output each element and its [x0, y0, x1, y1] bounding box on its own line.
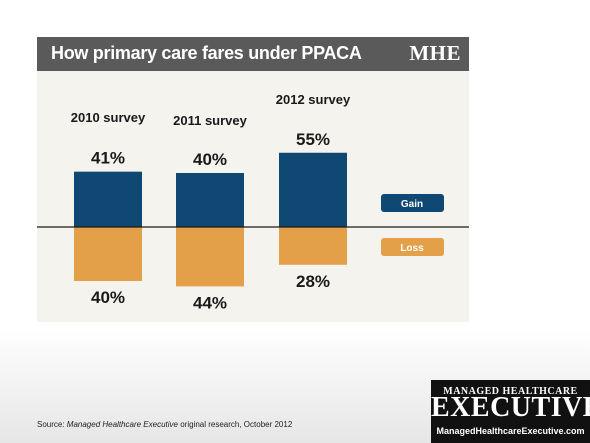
brand-logo: MHE — [409, 41, 461, 65]
gain-value-label: 55% — [296, 130, 330, 149]
logo-top-text: MANAGED HEALTHCARE — [443, 386, 578, 397]
source-publication: Managed Healthcare Executive — [66, 420, 178, 429]
gain-bar — [279, 152, 347, 227]
loss-value-label: 40% — [91, 288, 125, 307]
loss-value-label: 28% — [296, 272, 330, 291]
source-prefix: Source: — [37, 420, 67, 429]
gain-value-label: 41% — [91, 149, 125, 168]
logo-url-text: ManagedHealthcareExecutive.com — [436, 426, 585, 436]
chart-title: How primary care fares under PPACA — [51, 43, 362, 63]
legend-gain-swatch — [381, 194, 444, 212]
logo-main-text: EXECUTIVE — [431, 392, 590, 423]
loss-bar — [279, 227, 347, 265]
legend-gain-label: Gain — [401, 199, 423, 210]
category-label: 2012 survey — [276, 92, 351, 107]
publication-logo: MANAGED HEALTHCARE EXECUTIVE ManagedHeal… — [431, 380, 590, 443]
legend-loss-swatch — [381, 238, 444, 256]
category-label: 2011 survey — [173, 113, 248, 128]
category-label: 2010 survey — [71, 110, 146, 125]
gain-bar — [74, 171, 142, 227]
gain-value-label: 40% — [193, 150, 227, 169]
legend-loss-label: Loss — [400, 243, 424, 254]
source-suffix: original research, October 2012 — [177, 420, 293, 429]
gain-bar — [176, 173, 244, 227]
source-note: Source: Managed Healthcare Executive ori… — [37, 420, 292, 429]
title-bar: How primary care fares under PPACA MHE — [37, 37, 469, 71]
loss-value-label: 44% — [193, 293, 227, 312]
loss-bar — [176, 227, 244, 287]
loss-bar — [74, 227, 142, 281]
